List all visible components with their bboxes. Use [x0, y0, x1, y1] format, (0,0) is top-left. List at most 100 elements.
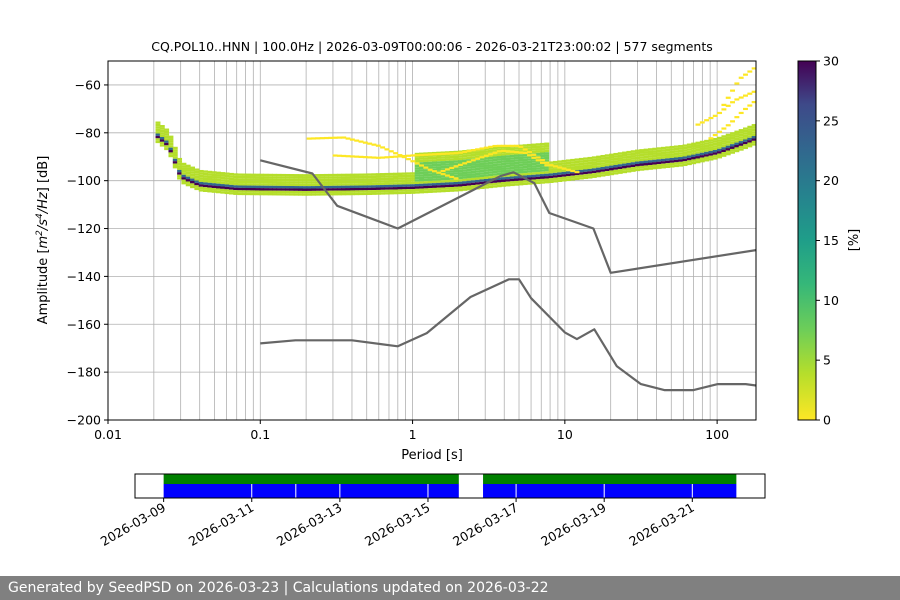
histogram-cell — [462, 174, 468, 177]
histogram-cell — [354, 180, 360, 184]
histogram-cell — [475, 155, 481, 159]
histogram-cell — [479, 165, 485, 168]
histogram-cell — [561, 164, 567, 168]
histogram-cell — [747, 125, 753, 129]
histogram-cell — [401, 154, 407, 158]
histogram-cell — [419, 159, 424, 163]
histogram-cell — [410, 184, 416, 187]
histogram-cell — [652, 154, 658, 158]
histogram-cell — [695, 151, 701, 154]
histogram-cell — [203, 182, 208, 185]
histogram-cell — [211, 178, 217, 181]
histogram-cell — [578, 160, 584, 163]
histogram-cell — [470, 153, 476, 157]
histogram-cell — [207, 187, 213, 191]
histogram-cell — [660, 151, 666, 155]
histogram-cell — [514, 168, 519, 172]
histogram-cell — [699, 152, 705, 156]
histogram-cell — [622, 163, 627, 166]
histogram-cell — [384, 175, 390, 178]
histogram-cell — [652, 150, 658, 153]
histogram-cell — [354, 185, 360, 188]
histogram-cell — [496, 177, 502, 181]
histogram-cell — [276, 183, 282, 186]
histogram-cell — [475, 151, 481, 154]
histogram-cell — [570, 161, 576, 164]
colorbar-tick-label: 15 — [823, 233, 839, 248]
histogram-cell — [423, 152, 429, 155]
histogram-cell — [613, 162, 619, 165]
histogram-cell — [591, 163, 597, 166]
histogram-cell — [324, 178, 329, 182]
histogram-cell — [587, 161, 593, 165]
histogram-cell — [699, 159, 705, 163]
histogram-cell — [406, 181, 411, 185]
histogram-cell — [259, 176, 265, 179]
histogram-cell — [691, 156, 697, 160]
histogram-cell — [207, 175, 213, 179]
histogram-cell — [427, 180, 433, 184]
histogram-cell — [453, 153, 459, 156]
histogram-cell — [263, 188, 269, 191]
histogram-cell — [483, 154, 489, 157]
histogram-cell — [444, 180, 450, 183]
histogram-cell — [626, 165, 632, 168]
histogram-cell — [751, 101, 756, 104]
x-tick-label: 0.1 — [250, 427, 270, 442]
histogram-cell — [535, 167, 541, 170]
histogram-cell — [635, 149, 640, 152]
histogram-cell — [371, 190, 377, 193]
histogram-cell — [492, 182, 498, 186]
histogram-cell — [691, 142, 697, 145]
histogram-cell — [652, 164, 658, 167]
histogram-cell — [622, 170, 627, 174]
histogram-cell — [514, 180, 519, 184]
histogram-cell — [198, 189, 204, 192]
histogram-cell — [540, 174, 545, 177]
histogram-cell — [613, 157, 619, 161]
histogram-cell — [548, 173, 554, 176]
histogram-cell — [336, 180, 342, 184]
histogram-cell — [552, 163, 558, 166]
histogram-cell — [203, 172, 208, 176]
histogram-cell — [514, 161, 519, 165]
histogram-cell — [462, 171, 468, 175]
histogram-cell — [345, 155, 351, 158]
histogram-cell — [228, 172, 234, 176]
histogram-cell — [246, 192, 252, 196]
histogram-cell — [367, 190, 373, 193]
histogram-cell — [414, 191, 420, 194]
histogram-cell — [600, 164, 606, 167]
histogram-cell — [423, 164, 429, 167]
histogram-cell — [168, 154, 174, 158]
histogram-cell — [432, 151, 437, 155]
histogram-cell — [743, 134, 748, 138]
histogram-cell — [682, 158, 688, 162]
histogram-cell — [453, 181, 459, 185]
histogram-cell — [436, 158, 442, 162]
histogram-cell — [406, 179, 411, 182]
histogram-cell — [414, 162, 420, 165]
histogram-cell — [686, 162, 692, 166]
histogram-cell — [406, 154, 411, 157]
histogram-cell — [483, 146, 489, 149]
histogram-cell — [371, 180, 377, 183]
histogram-cell — [203, 189, 208, 192]
histogram-cell — [436, 185, 442, 188]
histogram-cell — [406, 186, 411, 190]
histogram-cell — [449, 160, 455, 164]
histogram-cell — [660, 154, 666, 157]
histogram-cell — [648, 160, 653, 163]
histogram-cell — [535, 152, 541, 156]
histogram-cell — [548, 170, 554, 174]
histogram-cell — [531, 162, 537, 166]
histogram-cell — [583, 159, 589, 163]
histogram-cell — [639, 151, 645, 154]
histogram-cell — [531, 169, 537, 173]
histogram-cell — [596, 174, 602, 178]
histogram-cell — [432, 190, 437, 193]
histogram-cell — [747, 137, 753, 141]
histogram-cell — [544, 154, 550, 157]
histogram-cell — [280, 173, 286, 177]
histogram-cell — [453, 177, 459, 180]
